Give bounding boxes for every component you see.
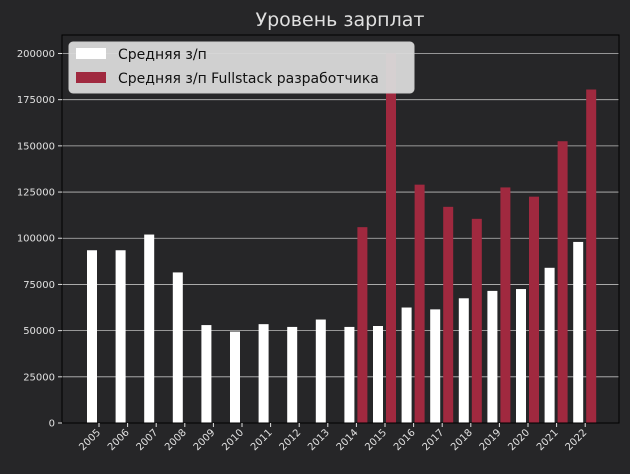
bar-average-salary <box>573 241 584 423</box>
bar-average-salary <box>344 326 355 423</box>
bar-average-salary <box>516 289 526 423</box>
legend-label: Средняя з/п Fullstack разработчика <box>118 71 379 87</box>
bar-average-salary <box>115 250 126 423</box>
y-tick-label: 75000 <box>23 280 55 291</box>
bar-average-salary <box>201 325 212 423</box>
bar-average-salary <box>87 250 97 423</box>
bar-average-salary <box>544 267 555 423</box>
legend-label: Средняя з/п <box>118 47 207 63</box>
bar-average-salary <box>430 309 441 423</box>
bar-average-salary <box>172 272 183 423</box>
legend-swatch <box>76 48 106 59</box>
y-tick-label: 125000 <box>17 188 55 199</box>
bar-average-salary <box>258 324 269 423</box>
bar-fullstack-salary <box>357 227 368 423</box>
bar-average-salary <box>315 319 326 423</box>
bar-fullstack-salary <box>414 184 425 423</box>
bar-average-salary <box>230 331 240 423</box>
y-tick-label: 150000 <box>17 141 55 152</box>
bar-average-salary <box>287 326 298 423</box>
plot-frame <box>61 34 620 424</box>
y-tick-label: 0 <box>49 419 55 430</box>
bars-layer <box>87 53 597 423</box>
bar-average-salary <box>373 326 383 423</box>
y-axis: 0 25000 50000 75000 100000 125000 150000 175000… <box>17 49 62 430</box>
bar-fullstack-salary <box>586 89 597 423</box>
bar-fullstack-salary <box>443 206 454 423</box>
y-tick-label: 100000 <box>17 234 55 245</box>
legend-swatch <box>76 72 106 83</box>
y-tick-label: 175000 <box>17 95 55 106</box>
y-tick-label: 50000 <box>23 326 55 337</box>
y-tick-label: 200000 <box>17 49 55 60</box>
bar-average-salary <box>458 298 469 423</box>
bar-average-salary <box>487 290 498 423</box>
bar-average-salary <box>144 234 155 423</box>
bar-fullstack-salary <box>557 141 568 423</box>
bar-fullstack-salary <box>386 53 396 423</box>
y-tick-label: 25000 <box>23 372 55 383</box>
bar-fullstack-salary <box>500 187 511 423</box>
bar-fullstack-salary <box>471 218 482 423</box>
bar-average-salary <box>401 307 412 423</box>
chart-title: Уровень зарплат <box>256 9 425 31</box>
bar-fullstack-salary <box>529 196 539 423</box>
legend: Средняя з/п Средняя з/п Fullstack разрабо… <box>68 41 415 94</box>
legend-box <box>68 41 415 94</box>
